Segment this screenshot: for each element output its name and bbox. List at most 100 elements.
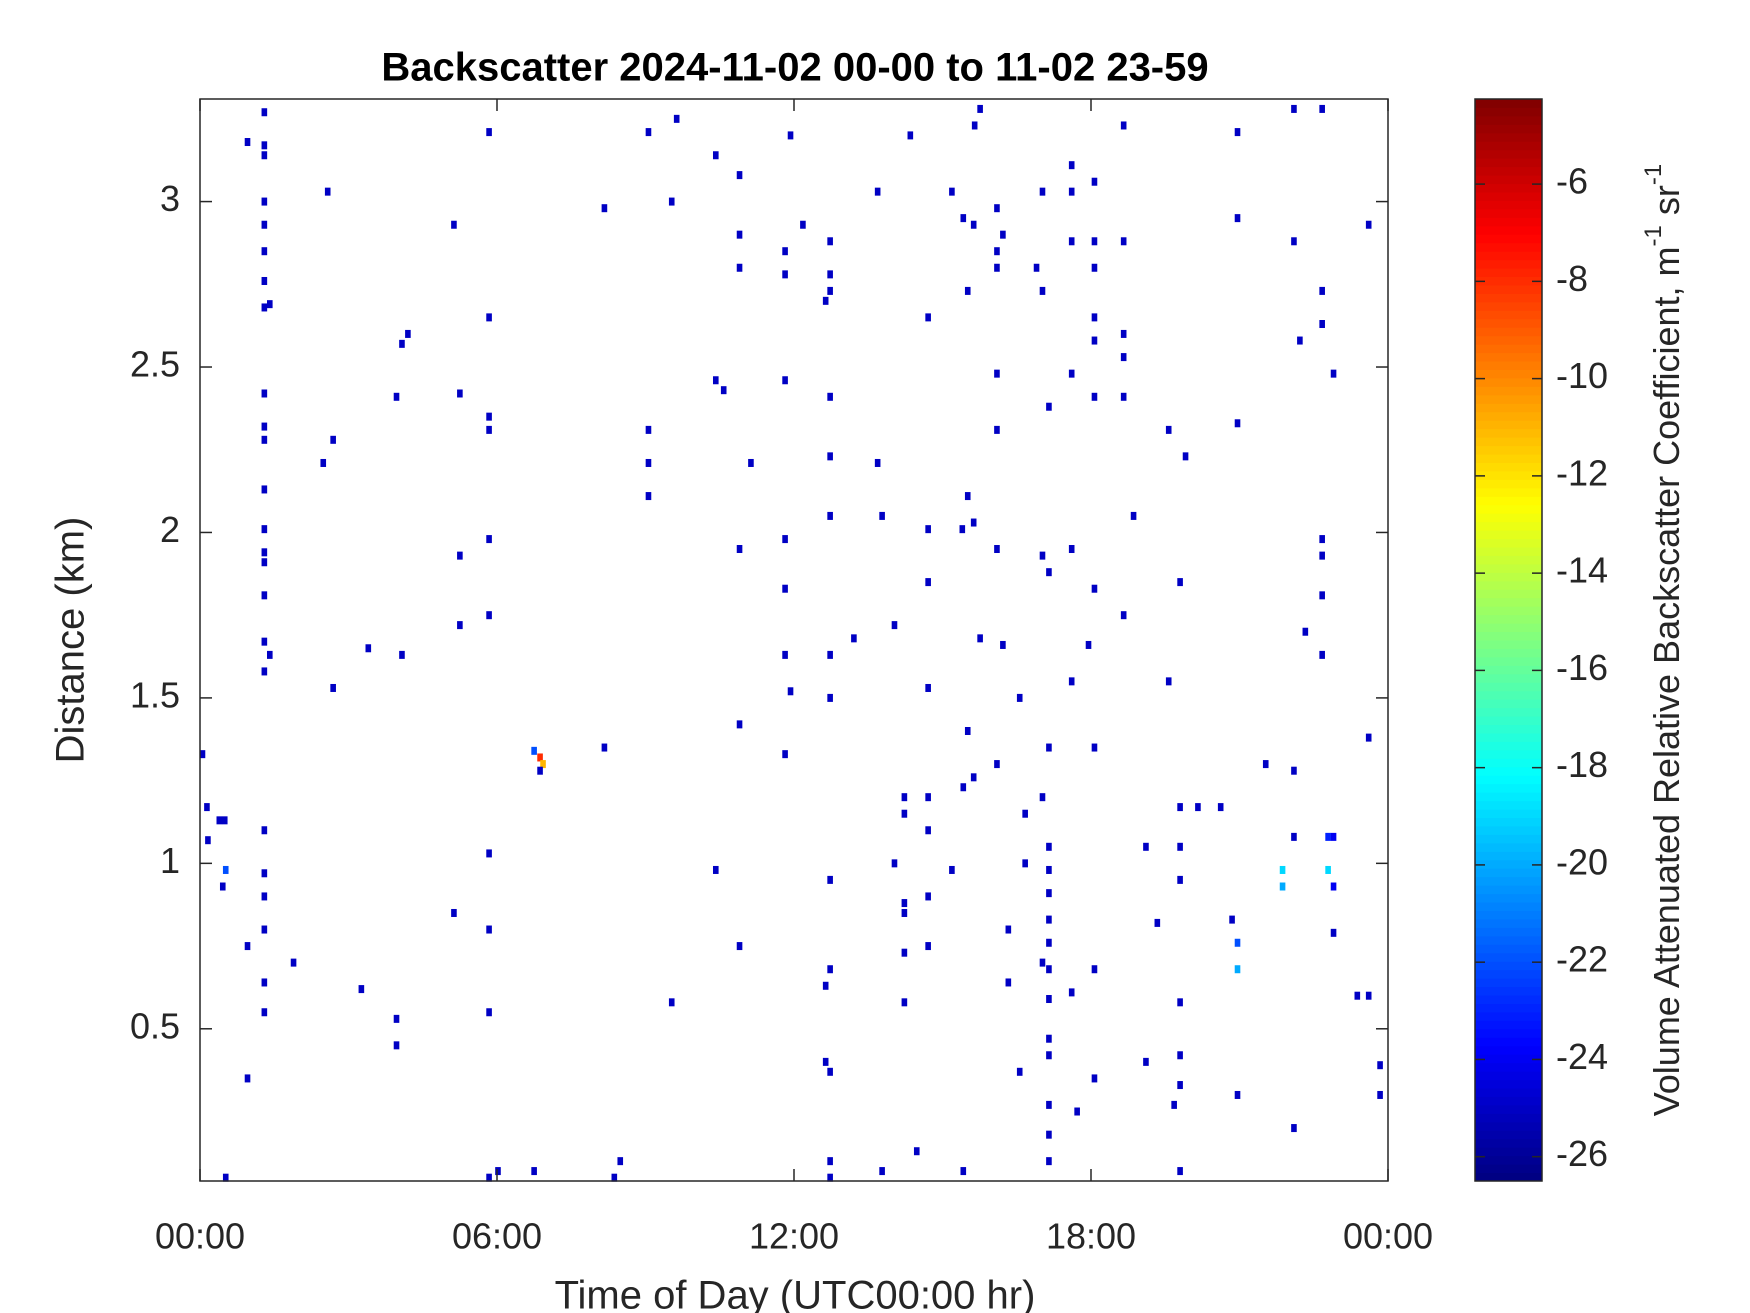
- colorbar-swatch: [1475, 1011, 1542, 1021]
- cell: [1165, 677, 1172, 686]
- cell: [1330, 882, 1337, 891]
- colorbar-swatch: [1475, 1172, 1542, 1182]
- cell: [1195, 803, 1201, 812]
- cell: [261, 422, 268, 431]
- cell: [451, 908, 457, 917]
- cell: [925, 683, 931, 692]
- cell: [219, 882, 226, 891]
- cell: [261, 435, 268, 444]
- cell: [204, 803, 210, 812]
- colorbar-swatch: [1475, 952, 1542, 962]
- colorbar-swatch: [1475, 538, 1542, 548]
- colorbar-swatch: [1475, 233, 1542, 244]
- cell: [1005, 925, 1012, 934]
- cell: [994, 425, 1000, 434]
- colorbar-swatch: [1475, 259, 1542, 269]
- colorbar-swatch: [1475, 969, 1542, 979]
- cell: [261, 247, 268, 256]
- colorbar-swatch: [1475, 766, 1542, 776]
- cell: [901, 809, 908, 818]
- colorbar-swatch: [1475, 943, 1542, 954]
- colorbar-swatch: [1475, 749, 1542, 759]
- colorbar-swatch: [1475, 757, 1542, 768]
- cell: [1068, 161, 1075, 170]
- colorbar-swatch: [1475, 166, 1542, 176]
- colorbar-swatch: [1475, 504, 1542, 514]
- cell: [1330, 832, 1337, 841]
- cell: [1046, 889, 1052, 898]
- cell: [261, 525, 268, 534]
- cell: [1319, 591, 1325, 600]
- cell: [1234, 965, 1241, 974]
- colorbar-swatch: [1475, 867, 1542, 878]
- cell: [199, 750, 206, 759]
- colorbar-swatch: [1475, 1129, 1542, 1140]
- y-tick-label: 1: [160, 840, 180, 881]
- cell: [1091, 584, 1098, 593]
- cell: [645, 492, 652, 501]
- cell: [486, 1173, 492, 1182]
- cell: [393, 1041, 400, 1050]
- colorbar-swatch: [1475, 369, 1542, 379]
- cell: [782, 584, 788, 593]
- colorbar-swatch: [1475, 817, 1542, 827]
- cell: [1377, 1061, 1383, 1070]
- cell: [1046, 402, 1052, 411]
- cell: [1229, 915, 1235, 924]
- colorbar-swatch: [1475, 893, 1542, 903]
- cell: [960, 783, 967, 792]
- y-tick-label: 0.5: [130, 1005, 180, 1046]
- cell: [1016, 1067, 1023, 1076]
- cell: [712, 151, 719, 160]
- colorbar-swatch: [1475, 276, 1542, 286]
- x-tick-label: 00:00: [1343, 1216, 1433, 1257]
- cell: [901, 998, 908, 1007]
- cell: [1234, 128, 1241, 137]
- colorbar-swatch: [1475, 605, 1542, 616]
- colorbar-swatch: [1475, 910, 1542, 920]
- colorbar-swatch: [1475, 977, 1542, 988]
- colorbar-swatch: [1475, 724, 1542, 734]
- colorbar-swatch: [1475, 512, 1542, 523]
- cell: [994, 760, 1000, 769]
- colorbar-tick-label: -20: [1556, 841, 1608, 882]
- cell: [261, 276, 268, 285]
- cell: [261, 141, 268, 150]
- cell: [1234, 1090, 1241, 1099]
- cell: [1046, 842, 1052, 851]
- cell: [330, 683, 336, 692]
- cell: [1120, 329, 1127, 338]
- colorbar-swatch: [1475, 791, 1542, 802]
- cell: [668, 197, 675, 206]
- colorbar-swatch: [1475, 301, 1542, 311]
- cell: [827, 237, 833, 246]
- cell: [1143, 1057, 1149, 1066]
- colorbar-swatch: [1475, 842, 1542, 852]
- cell: [827, 392, 833, 401]
- colorbar-swatch: [1475, 656, 1542, 666]
- cell: [994, 263, 1000, 272]
- colorbar-swatch: [1475, 343, 1542, 354]
- y-tick-label: 1.5: [130, 674, 180, 715]
- cell: [1354, 991, 1361, 1000]
- colorbar-swatch: [1475, 994, 1542, 1004]
- cell: [531, 746, 537, 755]
- cell: [1177, 1051, 1183, 1060]
- colorbar-swatch: [1475, 394, 1542, 404]
- cell: [261, 151, 268, 160]
- colorbar-swatch: [1475, 250, 1542, 261]
- cell: [261, 978, 268, 987]
- cell: [1091, 177, 1098, 186]
- cell: [266, 650, 273, 659]
- colorbar-swatch: [1475, 783, 1542, 793]
- cell: [1120, 611, 1127, 620]
- cell: [782, 270, 788, 279]
- cell: [1291, 104, 1297, 113]
- colorbar-swatch: [1475, 216, 1542, 227]
- cell: [827, 875, 833, 884]
- cell: [537, 766, 543, 775]
- cell: [736, 263, 743, 272]
- cell: [712, 376, 719, 385]
- cell: [901, 899, 908, 908]
- cell: [1217, 803, 1224, 812]
